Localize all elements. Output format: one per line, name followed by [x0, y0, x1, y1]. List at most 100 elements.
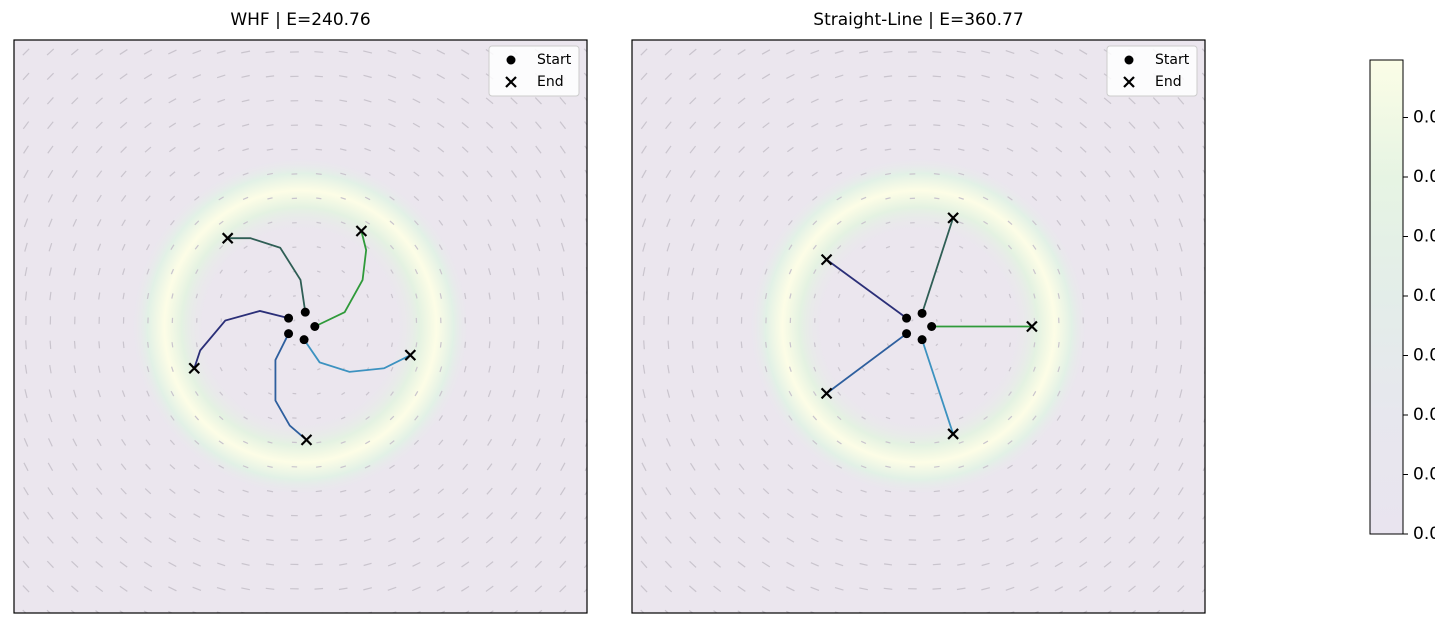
field-arrow	[512, 243, 516, 252]
field-arrow	[560, 218, 566, 228]
field-arrow	[537, 291, 540, 301]
field-arrow	[1129, 438, 1135, 447]
field-arrow	[1005, 586, 1015, 591]
field-arrow	[463, 366, 467, 373]
field-arrow	[689, 487, 696, 496]
field-arrow	[713, 511, 721, 520]
field-arrow	[689, 511, 697, 520]
field-arrow	[910, 295, 914, 297]
field-arrow	[73, 340, 76, 349]
field-arrow	[464, 292, 467, 300]
plot-area	[632, 40, 1205, 613]
field-arrow	[1057, 293, 1060, 299]
field-arrow	[932, 587, 942, 590]
field-arrow	[1056, 195, 1062, 202]
chart-title: WHF | E=240.76	[230, 10, 370, 30]
field-arrow	[414, 366, 418, 372]
field-arrow	[1031, 488, 1038, 494]
field-arrow	[713, 73, 722, 80]
field-arrow	[666, 267, 670, 276]
field-arrow	[933, 173, 940, 175]
field-arrow	[810, 537, 819, 543]
field-arrow	[71, 170, 78, 178]
field-arrow	[933, 148, 941, 151]
field-arrow	[812, 196, 818, 201]
field-arrow	[47, 169, 54, 179]
field-arrow	[1031, 439, 1037, 445]
field-arrow	[981, 50, 991, 54]
field-arrow	[713, 536, 721, 544]
field-arrow	[1005, 562, 1015, 567]
field-arrow	[388, 489, 396, 494]
field-arrow	[934, 416, 940, 420]
field-arrow	[860, 196, 867, 201]
field-arrow	[956, 75, 966, 78]
field-arrow	[365, 269, 370, 274]
field-arrow	[738, 512, 746, 519]
field-arrow	[23, 194, 29, 203]
field-arrow	[485, 97, 494, 105]
end-marker	[820, 253, 833, 266]
field-arrow	[146, 268, 150, 275]
field-arrow	[412, 586, 421, 592]
field-arrow	[641, 169, 647, 179]
field-arrow	[144, 122, 152, 129]
field-arrow	[1129, 218, 1135, 227]
field-arrow	[387, 586, 397, 591]
field-arrow	[121, 414, 126, 422]
field-arrow	[48, 389, 53, 398]
axes-frame	[13, 39, 588, 614]
field-arrow	[859, 74, 868, 78]
field-arrow	[1105, 438, 1111, 446]
field-arrow	[488, 268, 492, 276]
potential-ring	[748, 156, 1089, 497]
field-arrow	[834, 50, 844, 54]
field-arrow	[737, 610, 743, 613]
field-arrow	[642, 291, 646, 301]
field-arrow	[241, 123, 250, 127]
field-arrow	[1177, 536, 1185, 544]
field-arrow	[1056, 244, 1061, 251]
field-arrow	[266, 148, 274, 151]
field-arrow	[510, 487, 518, 496]
field-arrow	[811, 464, 818, 470]
field-arrow	[340, 416, 346, 420]
field-arrow	[390, 391, 394, 396]
field-arrow	[486, 463, 493, 471]
field-arrow	[713, 585, 722, 593]
field-arrow	[243, 245, 248, 249]
field-arrow	[535, 145, 542, 154]
field-arrow	[862, 294, 865, 298]
colorbar	[1369, 59, 1404, 535]
field-arrow	[641, 462, 647, 472]
field-arrow	[72, 194, 78, 203]
field-arrow	[959, 367, 963, 371]
field-arrow	[339, 123, 347, 127]
field-arrow	[267, 245, 273, 249]
field-arrow	[144, 170, 152, 178]
field-arrow	[641, 487, 647, 496]
field-arrow	[220, 342, 223, 347]
field-arrow	[241, 74, 250, 78]
field-arrow	[72, 462, 78, 471]
field-arrow	[314, 75, 323, 78]
field-arrow	[1031, 171, 1038, 177]
field-arrow	[22, 536, 30, 544]
field-arrow	[561, 340, 564, 350]
field-arrow	[120, 146, 127, 153]
field-arrow	[98, 292, 101, 300]
field-arrow	[1030, 73, 1039, 79]
field-arrow	[510, 536, 518, 544]
field-arrow	[22, 585, 30, 593]
field-arrow	[640, 536, 648, 544]
field-arrow	[788, 220, 793, 226]
field-arrow	[861, 221, 867, 225]
field-arrow	[266, 514, 274, 517]
field-arrow	[1131, 610, 1136, 613]
field-arrow	[1006, 123, 1014, 128]
field-arrow	[537, 340, 540, 349]
field-arrow	[884, 514, 892, 517]
field-arrow	[144, 146, 152, 153]
field-arrow	[241, 587, 250, 591]
field-arrow	[340, 221, 346, 225]
